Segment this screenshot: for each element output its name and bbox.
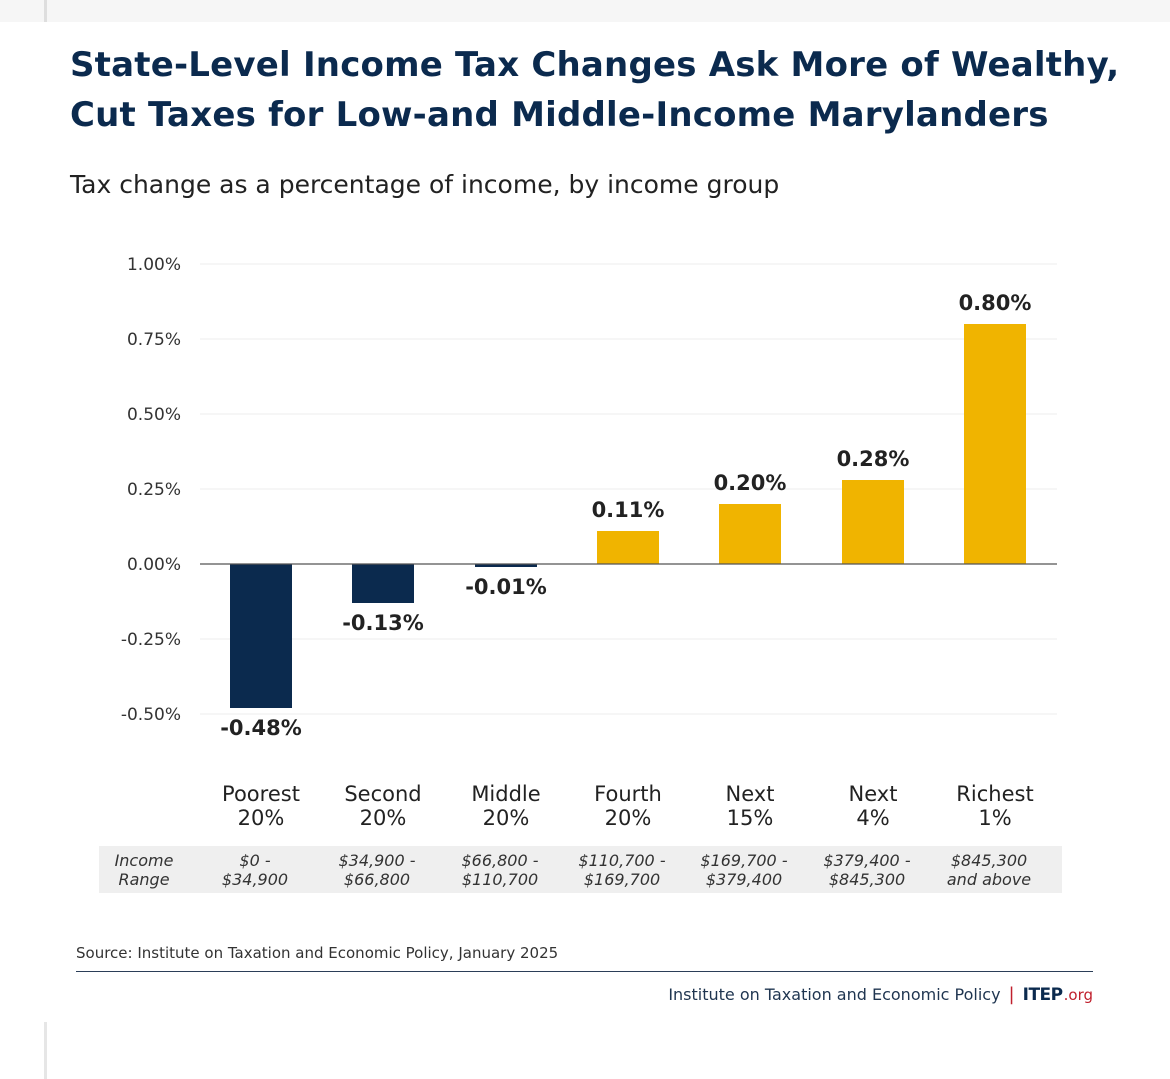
income-range-header: Range bbox=[118, 870, 169, 889]
x-tick-label: Poorest bbox=[222, 782, 300, 806]
income-range-label: $66,800 bbox=[344, 870, 410, 889]
bar bbox=[475, 564, 537, 567]
x-tick-label: Richest bbox=[956, 782, 1033, 806]
data-label: -0.48% bbox=[220, 716, 302, 740]
x-tick-label: 20% bbox=[238, 806, 285, 830]
x-tick-label: 20% bbox=[360, 806, 407, 830]
income-range-label: $379,400 - bbox=[823, 851, 910, 870]
data-label: 0.80% bbox=[959, 291, 1032, 315]
data-label: 0.20% bbox=[714, 471, 787, 495]
data-label: 0.11% bbox=[592, 498, 665, 522]
income-range-label: $845,300 bbox=[951, 851, 1027, 870]
bottom-edge-tick bbox=[44, 1022, 47, 1079]
y-tick-label: 0.50% bbox=[127, 405, 181, 425]
income-range-label: and above bbox=[947, 870, 1031, 889]
income-range-label: $379,400 bbox=[706, 870, 782, 889]
bar bbox=[352, 564, 414, 603]
x-tick-label: 1% bbox=[978, 806, 1011, 830]
income-range-label: $845,300 bbox=[829, 870, 905, 889]
y-tick-label: -0.50% bbox=[121, 705, 181, 725]
x-tick-label: 20% bbox=[483, 806, 530, 830]
bar bbox=[842, 480, 904, 564]
x-tick-label: Next bbox=[726, 782, 775, 806]
bar bbox=[964, 324, 1026, 564]
x-tick-label: Second bbox=[344, 782, 421, 806]
chart-subtitle: Tax change as a percentage of income, by… bbox=[70, 170, 780, 199]
y-tick-label: 0.00% bbox=[127, 555, 181, 575]
y-tick-label: 0.25% bbox=[127, 480, 181, 500]
income-range-label: $110,700 - bbox=[578, 851, 665, 870]
y-tick-label: 0.75% bbox=[127, 330, 181, 350]
x-tick-label: 20% bbox=[605, 806, 652, 830]
footer-rule bbox=[76, 971, 1093, 972]
itep-logo-suffix: .org bbox=[1063, 986, 1093, 1004]
footer-separator: | bbox=[1008, 984, 1015, 1005]
itep-logo: ITEP bbox=[1022, 985, 1064, 1005]
income-range-band bbox=[99, 846, 1062, 893]
y-tick-label: 1.00% bbox=[127, 255, 181, 275]
x-tick-label: 4% bbox=[856, 806, 889, 830]
income-range-header: Income bbox=[115, 851, 174, 870]
top-edge-bar bbox=[0, 0, 1170, 22]
y-tick-label: -0.25% bbox=[121, 630, 181, 650]
income-range-label: $0 - bbox=[239, 851, 270, 870]
income-range-label: $110,700 bbox=[462, 870, 538, 889]
x-tick-label: 15% bbox=[727, 806, 774, 830]
x-tick-label: Next bbox=[849, 782, 898, 806]
income-range-label: $66,800 - bbox=[461, 851, 538, 870]
footer-org-name: Institute on Taxation and Economic Polic… bbox=[668, 985, 1001, 1004]
x-tick-label: Middle bbox=[471, 782, 540, 806]
data-label: 0.28% bbox=[837, 447, 910, 471]
income-range-label: $34,900 bbox=[222, 870, 288, 889]
footer: Institute on Taxation and Economic Polic… bbox=[668, 984, 1093, 1005]
income-range-label: $169,700 - bbox=[700, 851, 787, 870]
source-note: Source: Institute on Taxation and Econom… bbox=[76, 944, 559, 962]
bar bbox=[230, 564, 292, 708]
chart-title: State-Level Income Tax Changes Ask More … bbox=[70, 45, 1120, 135]
top-edge-tick bbox=[44, 0, 47, 22]
data-label: -0.01% bbox=[465, 575, 547, 599]
x-tick-label: Fourth bbox=[594, 782, 662, 806]
bar bbox=[597, 531, 659, 564]
income-range-label: $34,900 - bbox=[338, 851, 415, 870]
data-label: -0.13% bbox=[342, 611, 424, 635]
bar bbox=[719, 504, 781, 564]
income-range-label: $169,700 bbox=[584, 870, 660, 889]
